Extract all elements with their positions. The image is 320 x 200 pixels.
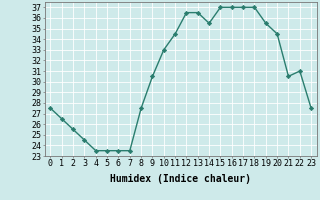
X-axis label: Humidex (Indice chaleur): Humidex (Indice chaleur) (110, 174, 251, 184)
